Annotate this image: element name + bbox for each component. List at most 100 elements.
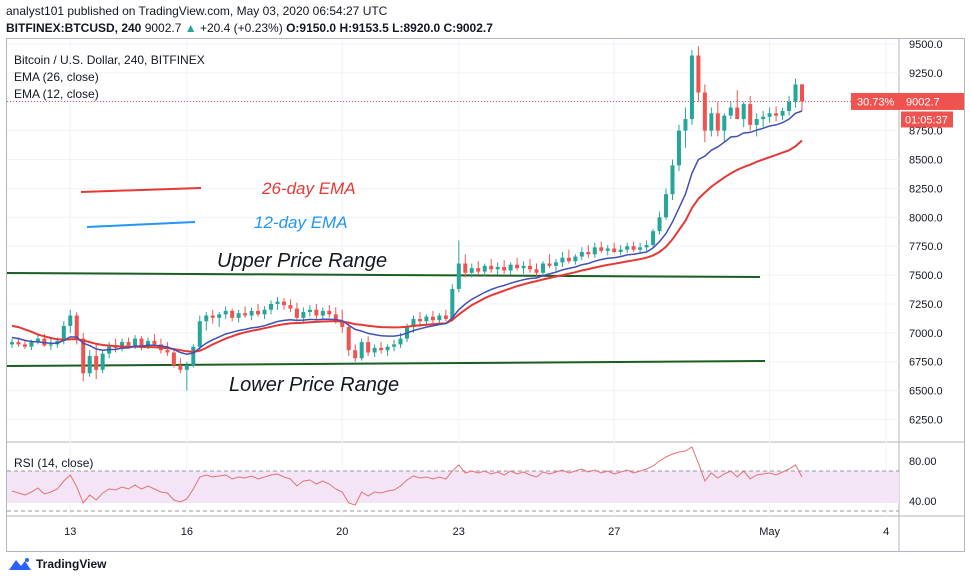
candle-body	[515, 264, 520, 269]
price-tick-label: 8000.0	[909, 212, 943, 224]
candle-body	[230, 310, 235, 318]
rsi-tick-label: 40.00	[909, 496, 937, 508]
candle-body	[566, 257, 571, 262]
candle-body	[16, 342, 21, 345]
candle-body	[430, 316, 435, 321]
countdown-badge: 01:05:37	[901, 111, 953, 128]
price-axis: 9500.09250.09000.08750.08500.08250.08000…	[909, 39, 943, 427]
candle-body	[35, 338, 40, 343]
candle-body	[94, 355, 99, 370]
candle-body	[741, 104, 746, 120]
tradingview-logo[interactable]: TradingView	[8, 553, 106, 575]
candle-body	[392, 344, 397, 347]
candle-body	[139, 338, 144, 347]
price-tick-label: 8750.0	[909, 126, 943, 138]
candle-body	[579, 251, 584, 257]
lower-range-annotation[interactable]: Lower Price Range	[229, 374, 399, 396]
badge-percent: 30.73%	[857, 96, 895, 108]
candle-body	[61, 325, 66, 341]
candle-body	[359, 342, 364, 359]
time-axis: 13 16 20 23 27 May 4	[64, 526, 889, 538]
candle-body	[301, 312, 306, 318]
candle-body	[243, 313, 248, 316]
time-tick-label: 4	[883, 526, 889, 538]
candle-body	[217, 314, 222, 318]
candle-body	[534, 269, 539, 273]
candle-body	[74, 315, 79, 339]
candle-body	[191, 346, 196, 366]
time-tick-label: 27	[608, 526, 620, 538]
candle-body	[728, 107, 733, 116]
candle-body	[197, 321, 202, 347]
chart-frame	[6, 38, 965, 552]
ema26-line	[11, 139, 803, 353]
candle-body	[644, 245, 649, 248]
candle-body	[456, 263, 461, 289]
candle-body	[288, 305, 293, 309]
upper-range-line[interactable]	[7, 272, 761, 278]
candle-body	[262, 309, 267, 315]
price-tick-label: 8500.0	[909, 155, 943, 167]
last-price: 9002.7	[144, 21, 182, 35]
ema12-sample-line[interactable]	[86, 221, 196, 228]
price-tick-label: 6250.0	[909, 415, 943, 427]
candle-body	[793, 84, 798, 102]
candle-body	[618, 249, 623, 252]
ohlc-open: O:9150.0	[286, 21, 337, 35]
lower-range-line[interactable]	[7, 360, 766, 367]
candle-body	[372, 347, 377, 353]
candle-body	[327, 310, 332, 315]
candle-body	[184, 365, 189, 370]
candle-body	[210, 315, 215, 318]
candle-body	[722, 115, 727, 131]
symbol-info-line: BITFINEX:BTCUSD, 240 9002.7 ▲ +20.4 (+0.…	[6, 21, 493, 35]
rsi-tick-label: 80.00	[909, 456, 937, 468]
candle-body	[651, 231, 656, 246]
rsi-title: RSI (14, close)	[14, 456, 93, 470]
price-tick-label: 7250.0	[909, 299, 943, 311]
candle-body	[709, 113, 714, 131]
candle-body	[670, 165, 675, 195]
candle-body	[165, 350, 170, 353]
candle-body	[443, 315, 448, 319]
chart-title: Bitcoin / U.S. Dollar, 240, BITFINEX	[14, 53, 205, 67]
candle-body	[48, 344, 53, 346]
candle-body	[294, 308, 299, 318]
candle-body	[249, 310, 254, 316]
symbol[interactable]: BITFINEX:BTCUSD, 240	[6, 21, 142, 35]
ema12-annotation[interactable]: 12-day EMA	[254, 213, 348, 232]
candle-body	[340, 321, 345, 328]
candle-body	[540, 263, 545, 273]
candle-body	[495, 266, 500, 270]
ohlc-high: H:9153.5	[339, 21, 389, 35]
candle-body	[754, 119, 759, 125]
candle-body	[528, 265, 533, 270]
candle-body	[152, 340, 157, 345]
candle-body	[592, 247, 597, 255]
countdown-text: 01:05:37	[905, 114, 948, 126]
candle-body	[696, 55, 701, 93]
candle-body	[275, 301, 280, 304]
tradingview-logo-icon	[9, 558, 31, 570]
price-tick-label: 7000.0	[909, 328, 943, 340]
time-tick-label: 23	[453, 526, 465, 538]
candle-body	[385, 346, 390, 351]
price-tick-label: 9250.0	[909, 68, 943, 80]
ema12-legend: EMA (12, close)	[14, 87, 99, 101]
price-grid	[7, 39, 899, 516]
ema26-sample-line[interactable]	[80, 187, 202, 193]
candle-body	[126, 342, 131, 346]
candle-body	[307, 309, 312, 313]
candle-body	[676, 130, 681, 166]
ema26-annotation[interactable]: 26-day EMA	[261, 179, 356, 198]
candle-body	[145, 340, 150, 347]
upper-range-annotation[interactable]: Upper Price Range	[217, 250, 387, 272]
candle-body	[605, 248, 610, 251]
candle-body	[87, 355, 92, 374]
candle-body	[657, 217, 662, 232]
candle-body	[346, 327, 351, 351]
candle-body	[417, 318, 422, 322]
price-tick-label: 9500.0	[909, 39, 943, 51]
time-tick-label: 20	[336, 526, 348, 538]
